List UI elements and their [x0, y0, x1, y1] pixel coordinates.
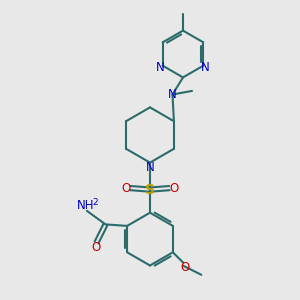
Text: 2: 2	[92, 198, 98, 207]
Text: N: N	[168, 88, 177, 101]
Text: N: N	[146, 160, 154, 174]
Text: N: N	[156, 61, 165, 74]
Text: O: O	[180, 261, 190, 274]
Text: N: N	[201, 61, 210, 74]
Text: O: O	[122, 182, 130, 195]
Text: O: O	[169, 182, 178, 195]
Text: O: O	[91, 241, 101, 254]
Text: NH: NH	[77, 199, 94, 212]
Text: S: S	[145, 183, 155, 196]
